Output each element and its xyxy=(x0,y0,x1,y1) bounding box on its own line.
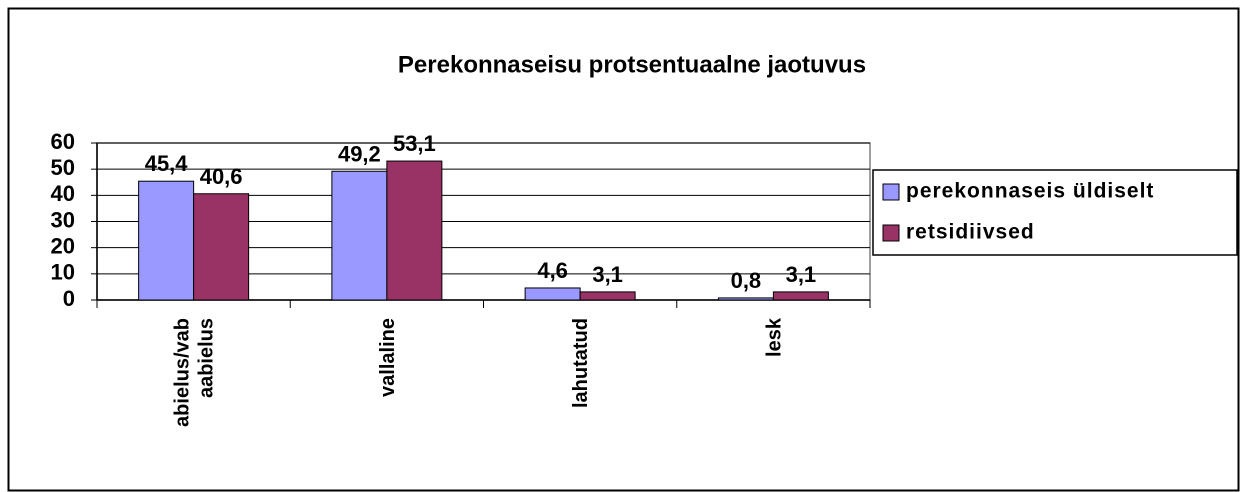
data-label: 3,1 xyxy=(592,262,623,287)
bar xyxy=(331,170,388,301)
y-tick-label: 30 xyxy=(51,207,75,232)
data-label: 49,2 xyxy=(338,141,381,166)
bar xyxy=(579,291,636,301)
legend-label: perekonnaseis üldiselt xyxy=(906,180,1154,203)
bar xyxy=(193,193,250,301)
y-tick-label: 0 xyxy=(63,286,75,311)
y-tick-label: 20 xyxy=(51,233,75,258)
chart-title: Perekonnaseisu protsentuaalne jaotuvus xyxy=(398,51,866,78)
data-label: 40,6 xyxy=(200,164,243,189)
bar xyxy=(386,160,443,301)
y-tick-label: 10 xyxy=(51,260,75,285)
bar xyxy=(772,291,829,301)
data-label: 0,8 xyxy=(731,268,762,293)
legend xyxy=(872,169,1238,256)
y-tick-label: 60 xyxy=(51,129,75,154)
x-tick-label: lesk xyxy=(763,317,785,357)
bar xyxy=(717,297,774,301)
bar xyxy=(138,180,195,301)
legend-label: retsidiivsed xyxy=(906,221,1035,244)
data-label: 3,1 xyxy=(786,262,817,287)
y-tick-label: 40 xyxy=(51,181,75,206)
x-tick-label: vallaline xyxy=(377,318,399,397)
y-tick-label: 50 xyxy=(51,155,75,180)
x-tick-label: lahutatud xyxy=(570,318,592,408)
data-label: 4,6 xyxy=(537,258,568,283)
data-label: 45,4 xyxy=(145,151,189,176)
data-label: 53,1 xyxy=(393,131,436,156)
legend-swatch xyxy=(882,224,900,242)
x-tick-label: abielus/vab aabielus xyxy=(172,318,218,427)
bar xyxy=(524,287,581,301)
legend-swatch xyxy=(882,183,900,201)
